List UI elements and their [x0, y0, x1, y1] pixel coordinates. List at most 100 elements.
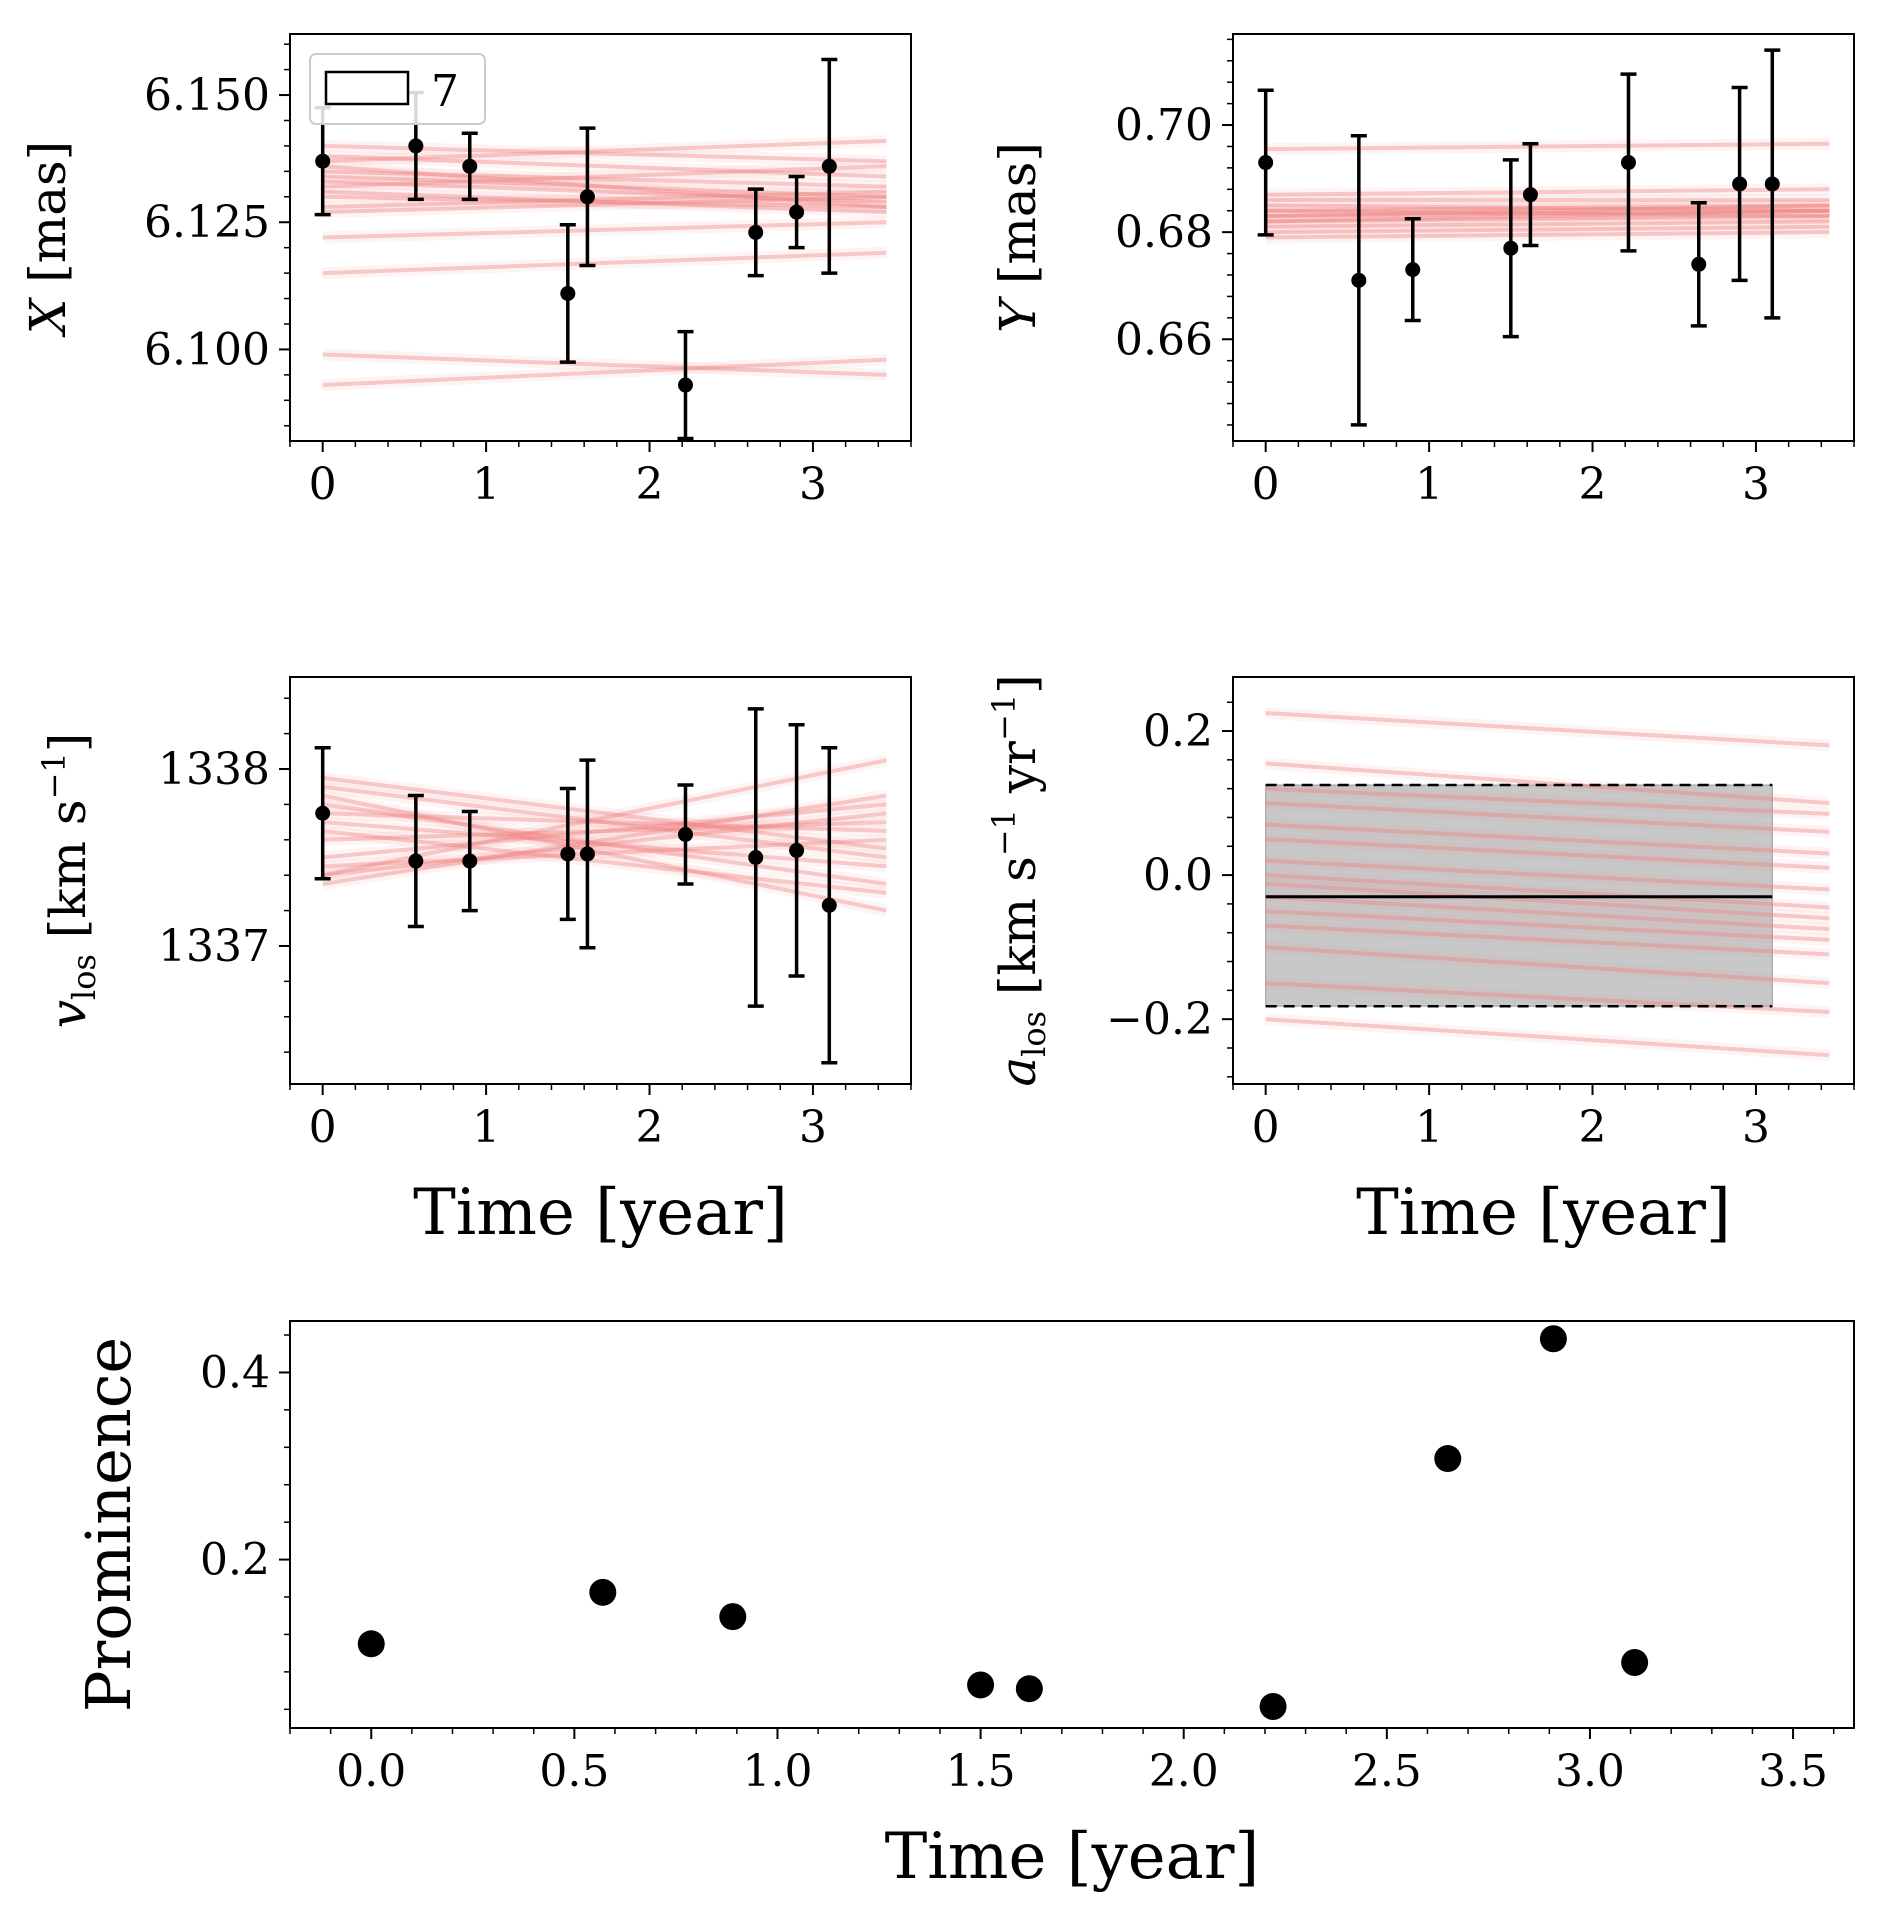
x-axis-label: Time [year] — [413, 1176, 788, 1250]
y-label-sub: los — [1015, 1011, 1053, 1057]
y-tick-label: 0.2 — [200, 1535, 270, 1586]
axes-frame — [289, 33, 912, 442]
data-point — [677, 377, 693, 393]
model-line — [1265, 711, 1830, 748]
x-tick-label: 0 — [1252, 1102, 1280, 1153]
panel-line-of-sight-velocity: 0 1 2 3 1337 1338 Time [year] vlos [km s−1] — [35, 676, 912, 1250]
model-line-halo — [322, 190, 887, 219]
model-line — [1265, 837, 1830, 870]
data-point — [408, 853, 424, 869]
model-line-halo — [1265, 854, 1830, 896]
y-label-exp: −1 — [985, 809, 1023, 856]
y-tick-label: 1338 — [158, 744, 270, 795]
data-point — [357, 1630, 385, 1658]
x-axis-label: Time [year] — [1356, 1176, 1731, 1250]
model-line-halo — [1265, 797, 1830, 838]
y-label-close: ] — [39, 733, 97, 753]
axes-frame — [1232, 33, 1855, 442]
model-line-halo — [321, 771, 888, 855]
x-tick-label: 3.5 — [1758, 1746, 1828, 1797]
model-line-halo — [1265, 757, 1830, 810]
x-tick-label: 0.5 — [539, 1746, 609, 1797]
plot-area — [314, 707, 888, 1065]
model-line — [322, 220, 887, 240]
axes-frame — [289, 676, 912, 1085]
y-label-exp: −1 — [985, 694, 1023, 741]
data-point — [1405, 262, 1421, 278]
y-tick-label: −0.2 — [1106, 994, 1213, 1045]
data-point — [1259, 1692, 1287, 1720]
data-point — [748, 849, 764, 865]
data-point — [789, 204, 805, 220]
panel-y-position: 0 1 2 3 0.66 0.68 0.70 Y [mas] — [989, 33, 1855, 510]
data-points — [314, 707, 838, 1065]
y-tick-label: 1337 — [158, 921, 270, 972]
data-point — [408, 138, 424, 154]
model-line-halo — [1265, 833, 1830, 874]
x-tick-label: 3 — [799, 459, 827, 510]
data-points — [357, 1325, 1649, 1720]
y-axis-label: Y [mas] — [989, 142, 1047, 333]
model-line-halo — [1265, 877, 1830, 925]
model-line — [1265, 945, 1830, 986]
x-tick-label: 2.0 — [1149, 1746, 1219, 1797]
data-point — [1503, 240, 1519, 256]
x-tick-label: 3.0 — [1555, 1746, 1625, 1797]
x-tick-label: 1 — [472, 1102, 500, 1153]
y-tick-label: 6.125 — [144, 197, 270, 248]
model-line-halo — [322, 246, 887, 280]
model-line — [322, 357, 887, 388]
model-line-halo — [1265, 905, 1830, 946]
y-tick-label: 0.4 — [200, 1347, 270, 1398]
plot-area — [1257, 48, 1830, 427]
y-label-unit: [mas] — [989, 142, 1047, 300]
legend: 7 — [309, 53, 486, 125]
model-line — [1265, 822, 1830, 856]
data-point — [1351, 272, 1367, 288]
y-tick-label: 0.66 — [1115, 314, 1213, 365]
y-label-sub: los — [65, 954, 103, 1000]
y-label-var: v — [39, 1000, 97, 1028]
x-tick-label: 1.5 — [946, 1746, 1016, 1797]
x-tick-label: 2 — [1579, 1102, 1607, 1153]
model-lines — [1265, 137, 1830, 244]
panel-x-position: 0 1 2 3 6.100 6.125 6.150 X [mas] 7 — [19, 33, 912, 510]
model-line-halo — [322, 353, 887, 392]
model-line-halo — [1265, 869, 1830, 914]
data-point — [1258, 155, 1274, 171]
plot-area — [314, 57, 887, 441]
model-line-halo — [1265, 890, 1830, 936]
y-tick-label: 6.150 — [144, 70, 270, 121]
model-line — [322, 352, 887, 377]
model-line — [1265, 909, 1830, 942]
y-axis-label: alos [km s−1 yr−1] — [985, 674, 1053, 1086]
data-point — [579, 846, 595, 862]
y-tick-label: 0.70 — [1115, 100, 1213, 151]
x-tick-label: 1 — [1415, 459, 1443, 510]
model-line — [322, 250, 887, 276]
model-line — [1265, 761, 1830, 806]
plot-area — [357, 1325, 1649, 1720]
model-line — [322, 189, 887, 209]
model-line — [1265, 894, 1830, 932]
x-axis-label: Time [year] — [885, 1820, 1260, 1894]
data-point — [579, 189, 595, 205]
y-label-unit: [km s — [989, 856, 1047, 1011]
panel-prominence: 0.0 0.5 1.0 1.5 2.0 2.5 3.0 3.5 0.2 0.4 Time [year… — [72, 1320, 1855, 1894]
y-tick-label: 0.0 — [1143, 850, 1213, 901]
x-tick-label: 2 — [636, 459, 664, 510]
x-tick-label: 1.0 — [742, 1746, 812, 1797]
axes-frame — [1232, 676, 1855, 1085]
data-point — [719, 1603, 747, 1631]
data-point — [560, 846, 576, 862]
model-line-halo — [322, 185, 887, 213]
model-line-halo — [1265, 1013, 1830, 1062]
data-point — [1732, 176, 1748, 192]
data-point — [1621, 1649, 1649, 1677]
model-line — [1265, 801, 1830, 834]
y-tick-label: 0.2 — [1143, 706, 1213, 757]
data-point — [560, 285, 576, 301]
model-line — [322, 194, 887, 215]
data-point — [789, 842, 805, 858]
